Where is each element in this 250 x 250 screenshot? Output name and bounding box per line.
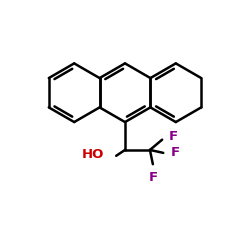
Text: F: F bbox=[169, 130, 178, 143]
Text: F: F bbox=[148, 171, 158, 184]
Text: HO: HO bbox=[82, 148, 104, 161]
Text: F: F bbox=[171, 146, 180, 159]
